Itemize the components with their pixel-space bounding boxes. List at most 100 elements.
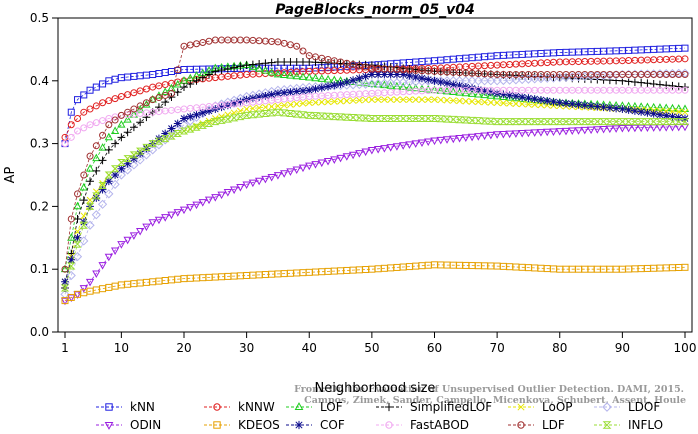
point-odin-57 — [411, 140, 420, 148]
point-simplifiedlof-32 — [255, 59, 264, 68]
point-simplifiedlof-24 — [205, 70, 213, 79]
legend-item-simplifiedlof: SimplifiedLOF — [376, 400, 492, 414]
legend-label-knn: kNN — [130, 400, 155, 414]
point-simplifiedlof-11 — [123, 128, 132, 137]
point-cof-77 — [537, 96, 545, 104]
point-ldof-69 — [486, 76, 496, 86]
point-odin-16 — [154, 216, 164, 225]
point-inflo-41 — [311, 112, 320, 120]
point-cof-61 — [436, 78, 445, 86]
point-ldf-19 — [174, 66, 182, 74]
point-ldf-3 — [74, 190, 82, 198]
legend-label-kdeos: KDEOS — [238, 418, 280, 432]
point-inflo-20 — [179, 127, 189, 135]
y-tick-label-0.2: 0.2 — [30, 199, 49, 213]
point-odin-1 — [60, 297, 70, 306]
point-odin-17 — [161, 214, 170, 222]
point-odin-15 — [148, 219, 157, 227]
point-knnw-10 — [117, 93, 125, 100]
point-lof-11 — [123, 115, 132, 123]
legend-marker-inflo — [602, 421, 612, 429]
point-lof-50 — [367, 79, 377, 87]
point-lof-100 — [680, 104, 690, 112]
point-ldf-5 — [86, 152, 94, 160]
point-loop-54 — [393, 96, 401, 103]
point-simplifiedlof-92 — [630, 78, 639, 86]
point-inflo-69 — [486, 117, 496, 125]
point-simplifiedlof-10 — [117, 133, 126, 142]
point-fastabod-4 — [80, 124, 88, 132]
point-loop-47 — [349, 97, 357, 104]
point-cof-32 — [255, 93, 264, 102]
watermark: From: On the Evaluation of Unsupervised … — [294, 384, 686, 406]
point-simplifiedlof-26 — [217, 66, 226, 75]
legend-item-ldof: LDOF — [594, 400, 660, 414]
series-ldf — [61, 36, 689, 273]
legend-label-ldof: LDOF — [628, 400, 660, 414]
point-knnw-100 — [681, 55, 689, 63]
point-odin-5 — [85, 278, 95, 287]
point-ldof-57 — [411, 77, 421, 87]
point-ldf-9 — [111, 116, 119, 124]
point-knn-4 — [80, 91, 88, 99]
point-inflo-62 — [442, 115, 452, 123]
point-odin-39 — [298, 164, 308, 173]
point-cof-27 — [223, 101, 232, 110]
point-lof-67 — [474, 89, 483, 98]
point-odin-10 — [117, 241, 126, 249]
point-loop-73 — [512, 100, 520, 108]
point-ldf-35 — [274, 38, 282, 46]
point-loop-33 — [262, 103, 269, 111]
point-odin-66 — [467, 133, 477, 142]
point-simplifiedlof-17 — [161, 98, 170, 107]
point-inflo-68 — [480, 117, 489, 125]
point-cof-99 — [674, 113, 683, 122]
point-inflo-98 — [668, 118, 677, 126]
point-cof-36 — [280, 88, 289, 97]
point-ldf-10 — [117, 111, 125, 119]
point-cof-10 — [117, 164, 126, 173]
point-cof-58 — [418, 74, 426, 83]
point-simplifiedlof-97 — [662, 81, 671, 90]
point-knn-6 — [92, 83, 100, 91]
point-inflo-21 — [186, 125, 195, 133]
point-odin-99 — [674, 123, 683, 132]
point-inflo-63 — [449, 115, 458, 123]
point-odin-37 — [286, 168, 295, 176]
point-ldof-22 — [191, 112, 202, 122]
point-cof-72 — [505, 91, 514, 100]
point-odin-76 — [530, 129, 539, 137]
point-odin-36 — [280, 170, 289, 178]
series-odin — [60, 123, 690, 306]
point-inflo-78 — [543, 118, 552, 126]
point-inflo-27 — [223, 115, 233, 123]
point-simplifiedlof-19 — [173, 88, 182, 97]
point-inflo-84 — [580, 118, 590, 126]
point-inflo-33 — [261, 109, 270, 117]
point-lof-69 — [486, 91, 496, 99]
point-cof-56 — [405, 71, 414, 80]
point-odin-46 — [342, 153, 351, 161]
legend-marker-odin — [104, 421, 114, 430]
point-fastabod-1 — [61, 140, 69, 148]
point-inflo-23 — [198, 121, 207, 129]
point-lof-70 — [492, 91, 502, 100]
legend-marker-kdeos — [213, 421, 221, 429]
point-inflo-35 — [273, 108, 283, 116]
point-cof-84 — [580, 101, 589, 110]
legend-marker-cof — [294, 420, 304, 430]
point-inflo-88 — [605, 118, 615, 126]
point-cof-88 — [605, 103, 614, 112]
series-knnw — [61, 55, 689, 141]
point-odin-55 — [399, 142, 408, 150]
x-tick-label-30: 30 — [239, 341, 254, 355]
point-fastabod-2 — [67, 133, 75, 141]
point-ldf-14 — [142, 99, 150, 107]
point-inflo-6 — [92, 192, 101, 200]
series-line-loop — [64, 99, 686, 282]
point-cof-3 — [73, 233, 82, 242]
point-odin-88 — [605, 125, 614, 134]
point-loop-35 — [274, 102, 282, 110]
point-odin-26 — [217, 191, 226, 200]
point-cof-97 — [662, 111, 671, 120]
